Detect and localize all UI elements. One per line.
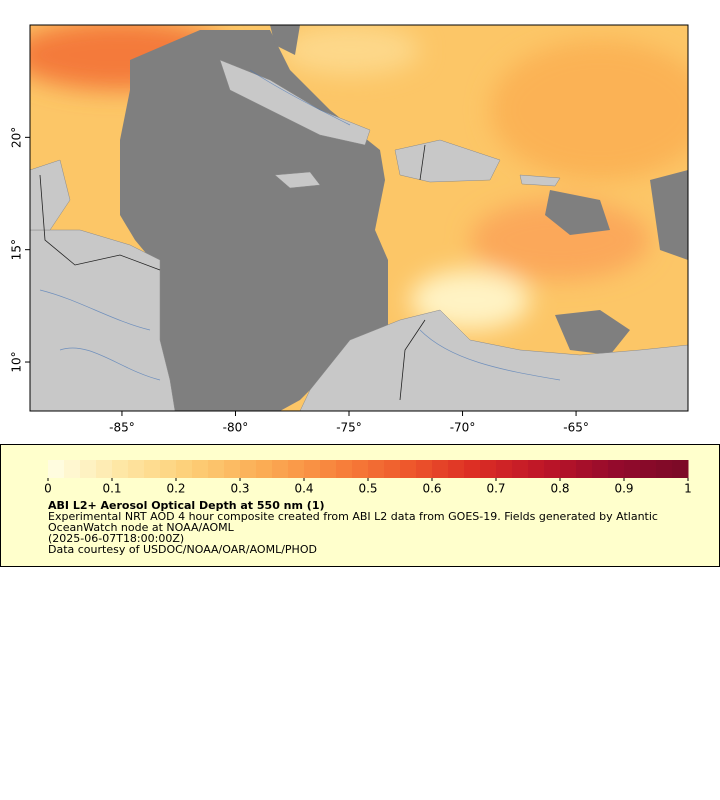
rivers <box>39 69 561 381</box>
no-data-region <box>270 25 300 55</box>
colorbar-swatch <box>144 460 161 478</box>
colorbar-tick-label: 0.4 <box>294 482 313 496</box>
colorbar-tick-label: 1 <box>684 482 692 496</box>
legend-credit: Data courtesy of USDOC/NOAA/OAR/AOML/PHO… <box>48 543 317 556</box>
colorbar-swatch <box>192 460 209 478</box>
no-data-region <box>555 310 630 355</box>
colorbar-swatch <box>288 460 305 478</box>
colorbar-swatch <box>208 460 225 478</box>
colorbar-tick-label: 0.2 <box>166 482 185 496</box>
map-image <box>30 25 688 411</box>
colorbar-tick-label: 0.9 <box>614 482 633 496</box>
colorbar-tick-label: 0.7 <box>486 482 505 496</box>
colorbar-swatch <box>512 460 529 478</box>
colorbar-swatch <box>384 460 401 478</box>
land <box>219 59 371 146</box>
land <box>519 174 561 187</box>
colorbar-swatch <box>80 460 97 478</box>
colorbar-tick-label: 0.3 <box>230 482 249 496</box>
colorbar-swatch <box>592 460 609 478</box>
colorbar-swatch <box>544 460 561 478</box>
legend-timestamp: (2025-06-07T18:00:00Z) <box>48 532 185 545</box>
legend-description: Experimental NRT AOD 4 hour composite cr… <box>48 510 658 534</box>
colorbar-swatch <box>656 460 673 478</box>
colorbar-swatch <box>320 460 337 478</box>
colorbar-swatch <box>96 460 113 478</box>
colorbar-swatch <box>496 460 513 478</box>
colorbar-swatch <box>528 460 545 478</box>
colorbar-swatch <box>432 460 449 478</box>
colorbar-tick-label: 0 <box>44 482 52 496</box>
colorbar-swatch <box>224 460 241 478</box>
colorbar-swatch <box>368 460 385 478</box>
colorbar-tick-label: 0.5 <box>358 482 377 496</box>
colorbar-swatch <box>128 460 145 478</box>
land <box>299 309 688 411</box>
colorbar-swatch <box>336 460 353 478</box>
colorbar-swatch <box>608 460 625 478</box>
legend-text: ABI L2+ Aerosol Optical Depth at 550 nm … <box>48 500 688 555</box>
y-tick-label: 15° <box>10 239 24 260</box>
colorbar-swatch <box>160 460 177 478</box>
colorbar-swatch <box>576 460 593 478</box>
colorbar-tick-label: 0.6 <box>422 482 441 496</box>
colorbar-swatch <box>624 460 641 478</box>
no-data-region <box>545 190 610 235</box>
colorbar-swatch <box>416 460 433 478</box>
no-data-region <box>650 170 688 260</box>
colorbar-swatch <box>256 460 273 478</box>
colorbar-tick-label: 0.8 <box>550 482 569 496</box>
borders <box>39 144 426 401</box>
y-tick-label: 10° <box>10 351 24 372</box>
land <box>274 171 321 189</box>
colorbar-tick-label: 0.1 <box>102 482 121 496</box>
land <box>30 229 176 411</box>
legend-title: ABI L2+ Aerosol Optical Depth at 550 nm … <box>48 499 325 512</box>
colorbar-swatch <box>448 460 465 478</box>
colorbar-swatch <box>176 460 193 478</box>
y-tick-label: 20° <box>10 127 24 148</box>
colorbar-swatch <box>112 460 129 478</box>
colorbar-swatch <box>464 460 481 478</box>
x-tick-label: -70° <box>450 421 476 435</box>
colorbar-swatch <box>64 460 81 478</box>
x-tick-label: -85° <box>109 421 135 435</box>
colorbar-swatch <box>400 460 417 478</box>
colorbar-swatch <box>560 460 577 478</box>
colorbar-swatch <box>272 460 289 478</box>
colorbar-swatch <box>640 460 657 478</box>
colorbar-swatch <box>672 460 689 478</box>
x-tick-label: -80° <box>223 421 249 435</box>
colorbar-swatch <box>352 460 369 478</box>
colorbar-swatch <box>240 460 257 478</box>
x-tick-label: -65° <box>563 421 589 435</box>
colorbar-swatch <box>48 460 65 478</box>
map-frame <box>29 24 689 412</box>
x-tick-label: -75° <box>336 421 362 435</box>
colorbar-swatch <box>480 460 497 478</box>
colorbar-swatch <box>304 460 321 478</box>
